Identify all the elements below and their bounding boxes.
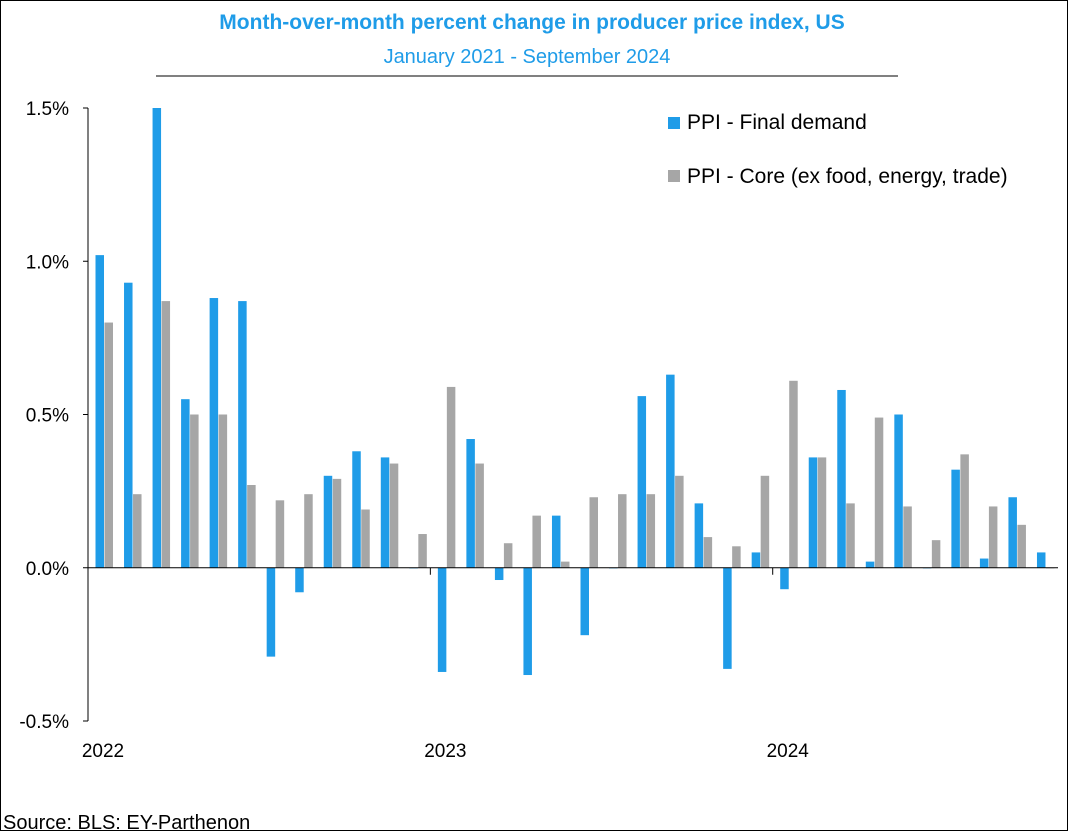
bar-core bbox=[560, 561, 570, 568]
bar-final-demand bbox=[637, 396, 647, 568]
bar-core bbox=[846, 503, 855, 568]
legend-label-core: PPI - Core (ex food, energy, trade) bbox=[687, 165, 1008, 188]
bar-core bbox=[389, 463, 399, 568]
y-tick-label: 0.0% bbox=[26, 559, 69, 580]
source-note: Source: BLS: EY-Parthenon bbox=[3, 812, 250, 832]
chart-title: Month-over-month percent change in produ… bbox=[219, 11, 844, 34]
legend-swatch-final-demand bbox=[668, 117, 680, 129]
bar-final-demand bbox=[494, 567, 504, 581]
bar-core bbox=[988, 506, 998, 568]
bar-core bbox=[618, 494, 627, 568]
bar-core bbox=[446, 386, 456, 568]
x-tick-label: 2023 bbox=[424, 741, 466, 762]
bar-core bbox=[304, 494, 313, 568]
bar-final-demand bbox=[181, 399, 190, 568]
legend-label-final-demand: PPI - Final demand bbox=[687, 111, 867, 134]
bar-core bbox=[247, 485, 256, 568]
bar-final-demand bbox=[808, 457, 818, 568]
bar-core bbox=[589, 497, 598, 568]
x-tick-label: 2022 bbox=[82, 741, 124, 762]
y-tick-label: 0.5% bbox=[26, 406, 69, 427]
bar-final-demand bbox=[1008, 497, 1017, 568]
y-tick-label: 1.5% bbox=[26, 99, 69, 120]
bar-final-demand bbox=[666, 374, 675, 568]
bar-core bbox=[218, 414, 228, 568]
bar-core bbox=[903, 506, 912, 568]
bar-final-demand bbox=[523, 567, 532, 676]
axes-group: 1.5% 1.0% 0.5% 0.0% -0.5% 2022 2023 2024 bbox=[19, 99, 1058, 762]
bar-final-demand bbox=[837, 389, 846, 568]
bar-core bbox=[703, 537, 713, 568]
bar-core bbox=[332, 478, 342, 568]
bar-final-demand bbox=[580, 567, 589, 636]
bar-core bbox=[361, 509, 370, 568]
bar-final-demand bbox=[266, 567, 276, 657]
bar-final-demand bbox=[380, 457, 390, 568]
bar-core bbox=[732, 546, 741, 568]
bar-core bbox=[760, 475, 770, 568]
chart-subtitle: January 2021 - September 2024 bbox=[384, 46, 671, 68]
bar-core bbox=[104, 322, 113, 568]
bar-final-demand bbox=[238, 301, 247, 568]
bar-final-demand bbox=[295, 567, 304, 593]
bar-core bbox=[161, 301, 171, 568]
bar-final-demand bbox=[894, 414, 903, 568]
bar-core bbox=[1017, 524, 1026, 568]
y-tick-label: -0.5% bbox=[19, 712, 69, 733]
bar-final-demand bbox=[865, 561, 875, 568]
bar-final-demand bbox=[352, 451, 361, 568]
bar-final-demand bbox=[152, 108, 162, 568]
x-tick-label: 2024 bbox=[767, 741, 810, 762]
bar-core bbox=[475, 463, 484, 568]
bar-core bbox=[133, 494, 142, 568]
bar-final-demand bbox=[780, 567, 789, 590]
bar-core bbox=[931, 540, 941, 568]
bar-core bbox=[190, 414, 199, 568]
y-tick-label: 1.0% bbox=[26, 252, 69, 273]
bars-group bbox=[95, 108, 1055, 676]
bar-final-demand bbox=[437, 567, 447, 672]
bar-final-demand bbox=[694, 503, 704, 568]
bar-core bbox=[503, 543, 513, 568]
bar-final-demand bbox=[1036, 552, 1046, 568]
bar-core bbox=[675, 475, 684, 568]
bar-final-demand bbox=[466, 439, 475, 568]
bar-final-demand bbox=[323, 475, 333, 568]
bar-final-demand bbox=[951, 469, 960, 568]
bar-final-demand bbox=[723, 567, 732, 669]
bar-final-demand bbox=[95, 255, 104, 568]
bar-final-demand bbox=[209, 298, 219, 568]
bar-core bbox=[817, 457, 827, 568]
legend: PPI - Final demand PPI - Core (ex food, … bbox=[668, 111, 1008, 188]
bar-core bbox=[874, 417, 884, 568]
bar-final-demand bbox=[551, 515, 561, 568]
bar-core bbox=[275, 500, 285, 568]
bar-final-demand bbox=[979, 558, 989, 568]
bar-final-demand bbox=[124, 282, 133, 568]
bar-core bbox=[646, 494, 656, 568]
bar-final-demand bbox=[751, 552, 761, 568]
bar-core bbox=[789, 380, 798, 568]
legend-swatch-core bbox=[668, 170, 680, 182]
bar-core bbox=[960, 454, 969, 568]
bar-core bbox=[418, 534, 427, 568]
bar-core bbox=[532, 515, 541, 568]
